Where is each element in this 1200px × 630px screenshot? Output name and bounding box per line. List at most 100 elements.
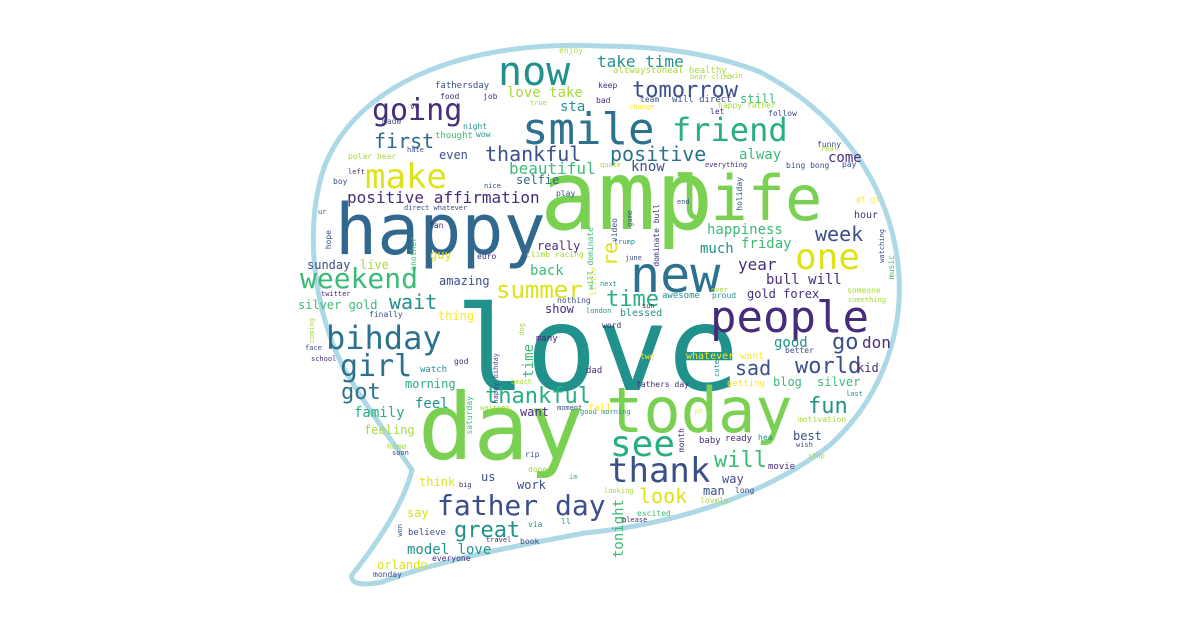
word-don: don: [862, 333, 891, 352]
word-trump: trump: [614, 238, 636, 246]
word-whatever-want: whatever want: [686, 351, 765, 362]
word-thankful: thankful: [485, 142, 582, 166]
word-made: made: [382, 117, 402, 126]
word-ll: ll: [561, 517, 571, 526]
word-altwaystoheal-healthy: altwaystoheal healthy: [613, 66, 727, 76]
word-excited: excited: [637, 509, 671, 518]
word-school: school: [311, 355, 337, 363]
word-time: time: [606, 287, 659, 312]
word-proud: proud: [712, 291, 737, 300]
word-think: think: [419, 475, 456, 489]
word-today: today: [606, 374, 793, 447]
word-make: make: [365, 157, 447, 197]
word-night: night: [463, 122, 488, 131]
word-thing: thing: [438, 309, 475, 323]
word-even: even: [439, 148, 468, 162]
word-good: good: [774, 335, 808, 351]
word-weekend: weekend: [300, 262, 419, 295]
word-time: time: [521, 344, 537, 378]
word-two: two: [640, 352, 655, 361]
word-life: life: [673, 162, 823, 235]
word-good-morning: good morning: [580, 408, 631, 416]
word-silver: silver: [817, 375, 861, 389]
word-lovely: lovely: [700, 496, 729, 505]
word-will: will: [714, 448, 767, 473]
word-much: much: [700, 241, 734, 257]
word-team: team: [640, 95, 660, 104]
word-big: big: [459, 481, 472, 489]
word-positive-affirmation: positive affirmation: [347, 188, 540, 207]
word-another: another: [409, 237, 418, 271]
word-face: face: [305, 344, 322, 352]
word-dog: dog: [518, 323, 526, 336]
word-polar-bear: polar bear: [348, 152, 397, 161]
word-waiting: waiting: [480, 404, 510, 412]
word-going: going: [372, 93, 463, 128]
word-best: best: [793, 429, 822, 443]
word-thought: thought: [435, 131, 473, 141]
word-real: real: [821, 145, 838, 153]
word-see: see: [610, 424, 676, 465]
word-quote: quote: [600, 161, 622, 169]
word-friday: friday: [741, 236, 792, 252]
word-fathers-day: fathers day: [636, 380, 689, 389]
word-hate: hate: [407, 146, 424, 154]
word-im: im: [569, 473, 578, 481]
word-sun: sun: [642, 302, 655, 310]
word-hour: hour: [854, 210, 879, 221]
word-baby: baby: [699, 436, 721, 446]
word-london: london: [586, 307, 612, 315]
word-year: year: [738, 255, 777, 274]
word-positive: positive: [610, 142, 707, 166]
word-ye: ye: [694, 407, 703, 415]
word-ready: ready: [725, 434, 753, 444]
word-sad: sad: [735, 356, 772, 380]
word-new: new: [630, 246, 721, 304]
word-coming: coming: [308, 318, 316, 344]
word-last: last: [846, 390, 863, 398]
word-something: something: [848, 296, 886, 304]
word-amp: amp: [540, 140, 714, 252]
word-saturday: saturday: [465, 396, 474, 435]
word-enjoy: enjoy: [559, 46, 584, 55]
word-twitter: twitter: [321, 290, 351, 298]
word-everything: everything: [705, 161, 748, 169]
word-hea: hea: [758, 433, 773, 442]
word-first: first: [374, 129, 435, 153]
word-pay: pay: [842, 160, 857, 169]
word-rip: rip: [525, 450, 540, 459]
word-direct-whatever: direct whatever: [404, 204, 468, 212]
word-movie: movie: [768, 462, 796, 472]
word-wish: wish: [796, 441, 813, 449]
word-bad: bad: [596, 96, 611, 105]
word-bing-bong: bing bong: [786, 161, 830, 170]
word-music: music: [887, 255, 896, 280]
word-will-dominate: will dominate: [586, 227, 595, 290]
word-morning: morning: [405, 377, 456, 391]
word-climb-racing: climb racing: [526, 250, 584, 259]
word-go: go: [832, 330, 859, 355]
word-man: man: [703, 484, 725, 498]
word-follow: follow: [768, 109, 797, 118]
word-gold-forex: gold forex: [747, 287, 820, 301]
word-play: play: [556, 189, 576, 198]
word-love: love: [455, 280, 740, 418]
word-getting: getting: [727, 379, 765, 389]
word-dad: dad: [586, 366, 603, 376]
word-smile: smile: [522, 104, 655, 155]
word-people: people: [710, 292, 869, 343]
word-everyone: everyone: [432, 554, 471, 563]
word-fun: fun: [808, 394, 848, 419]
word-happy-bihday: happy bihday: [492, 353, 500, 404]
word-amazing: amazing: [439, 274, 490, 288]
word-feel: feel: [415, 396, 449, 412]
word-finally: finally: [369, 310, 403, 319]
word-thankful: thankful: [485, 384, 591, 409]
word-will-direct: will direct: [672, 95, 732, 105]
word-great: great: [454, 518, 521, 543]
word-bear-climb: bear climb: [690, 73, 733, 81]
word-family: family: [354, 405, 405, 421]
word-ur: ur: [318, 208, 327, 216]
word-game: game: [626, 210, 634, 227]
